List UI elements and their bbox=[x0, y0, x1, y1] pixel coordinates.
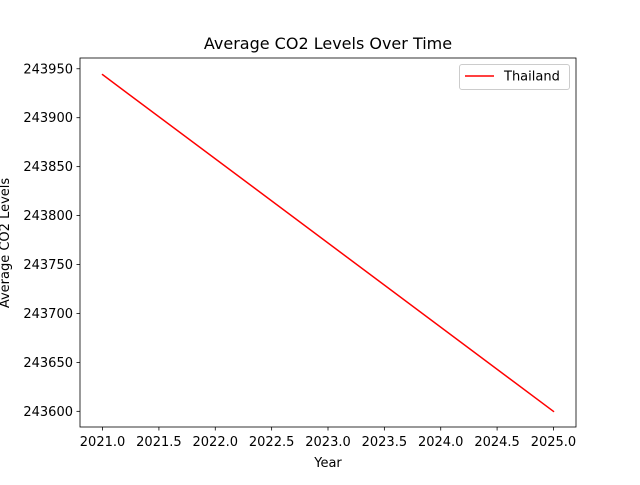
y-tick-label: 243950 bbox=[23, 62, 73, 77]
legend-box bbox=[459, 64, 570, 90]
y-tick-label: 243600 bbox=[23, 405, 73, 420]
y-tick-label: 243800 bbox=[23, 209, 73, 224]
x-tick-label: 2023.0 bbox=[305, 435, 351, 450]
y-tick-label: 243750 bbox=[23, 258, 73, 273]
x-tick-label: 2022.0 bbox=[193, 435, 239, 450]
x-tick-label: 2023.5 bbox=[362, 435, 408, 450]
legend-label: Thailand bbox=[503, 70, 560, 85]
x-tick-label: 2024.0 bbox=[418, 435, 464, 450]
x-axis-label: Year bbox=[313, 456, 342, 471]
y-tick-label: 243900 bbox=[23, 111, 73, 126]
legend: Thailand bbox=[459, 64, 570, 90]
y-tick-label: 243700 bbox=[23, 307, 73, 322]
y-axis: 243600 243650 243700 243750 243800 243850 2439… bbox=[23, 62, 80, 420]
x-tick-label: 2022.5 bbox=[249, 435, 295, 450]
y-tick-label: 243650 bbox=[23, 356, 73, 371]
x-tick-label: 2025.0 bbox=[531, 435, 577, 450]
x-axis: 2021.0 2021.5 2022.0 2022.5 2023.0 2023.5 2024… bbox=[80, 427, 576, 450]
chart-title: Average CO2 Levels Over Time bbox=[204, 34, 452, 53]
x-tick-label: 2021.0 bbox=[80, 435, 126, 450]
y-axis-label: Average CO2 Levels bbox=[0, 178, 13, 309]
x-tick-label: 2021.5 bbox=[136, 435, 182, 450]
y-tick-label: 243850 bbox=[23, 160, 73, 175]
series-line-0 bbox=[101, 73, 555, 413]
x-tick-label: 2024.5 bbox=[474, 435, 520, 450]
